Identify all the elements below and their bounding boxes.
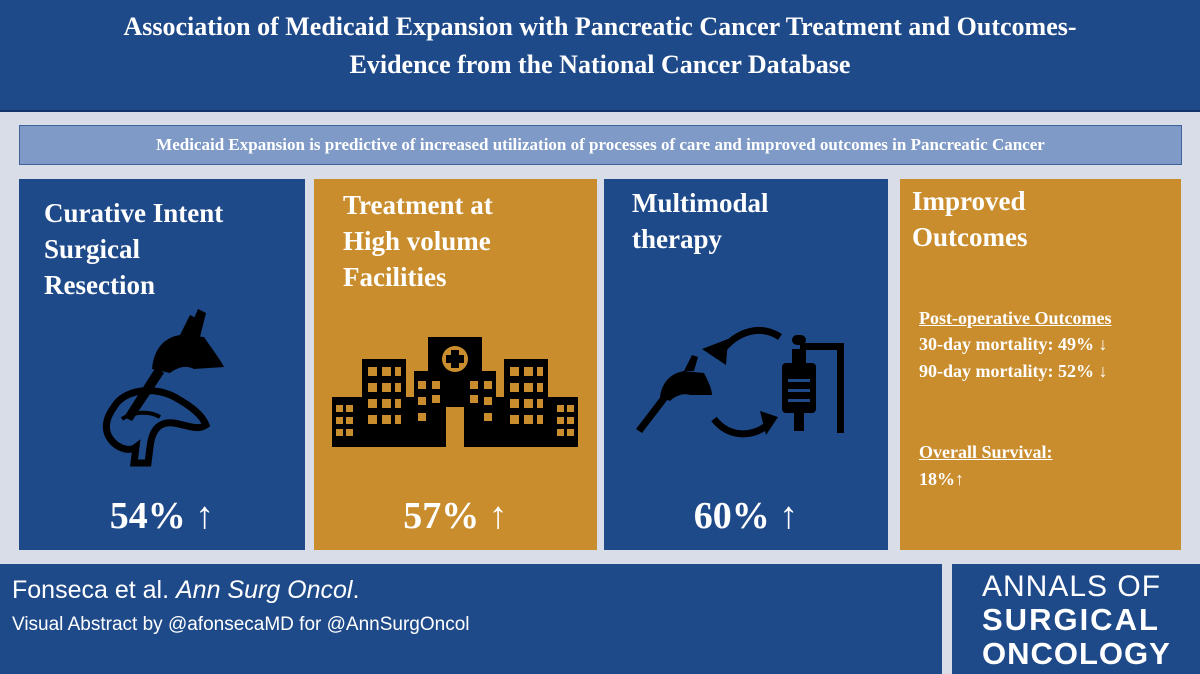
title-line-1: Association of Medicaid Expansion with P… <box>123 12 1077 41</box>
overall-survival-value: 18%↑ <box>919 469 964 489</box>
postop-outcomes-title: Post-operative Outcomes <box>919 308 1112 328</box>
panel-high-volume-facilities: Treatment at High volume Facilities <box>314 179 597 550</box>
resection-percent: 54% ↑ <box>109 495 215 537</box>
mortality-90-day: 90-day mortality: 52% ↓ <box>919 361 1108 381</box>
journal-name: Ann Surg Oncol <box>175 576 353 604</box>
facilities-percent: 57% ↑ <box>403 495 508 537</box>
logo-line-1: ANNALS OF <box>982 570 1162 603</box>
multimodal-percent: 60% ↑ <box>693 495 799 537</box>
journal-logo: ANNALS OF SURGICAL ONCOLOGY <box>952 564 1200 674</box>
surgeon-hand-pancreas-icon <box>102 309 224 467</box>
title-line-2: Evidence from the National Cancer Databa… <box>349 50 851 79</box>
mortality-30-day: 30-day mortality: 49% ↓ <box>919 334 1108 354</box>
overall-survival-title: Overall Survival: <box>919 442 1053 462</box>
citation: Fonseca et al. Ann Surg Oncol. <box>12 576 360 604</box>
panel-improved-outcomes: Improved Outcomes Post-operative Outcome… <box>900 179 1181 550</box>
logo-line-2: SURGICAL <box>982 602 1160 637</box>
panel-heading: Multimodal therapy <box>632 188 769 254</box>
scalpel-cycle-iv-bag-icon <box>636 326 844 438</box>
logo-line-3: ONCOLOGY <box>982 636 1171 671</box>
key-finding-banner: Medicaid Expansion is predictive of incr… <box>19 125 1182 165</box>
panel-heading: Improved Outcomes <box>912 186 1028 252</box>
panel-multimodal-therapy: Multimodal therapy <box>604 179 888 550</box>
panel-curative-resection: Curative Intent Surgical Resection 54% ↑ <box>19 179 305 550</box>
hospital-icon <box>332 337 578 447</box>
panel-heading: Treatment at High volume Facilities <box>343 190 493 292</box>
visual-abstract-credit: Visual Abstract by @afonsecaMD for @AnnS… <box>12 614 470 635</box>
citation-footer: Fonseca et al. Ann Surg Oncol. Visual Ab… <box>0 564 942 674</box>
title-banner: Association of Medicaid Expansion with P… <box>0 0 1200 112</box>
panel-heading: Curative Intent Surgical Resection <box>44 198 224 300</box>
